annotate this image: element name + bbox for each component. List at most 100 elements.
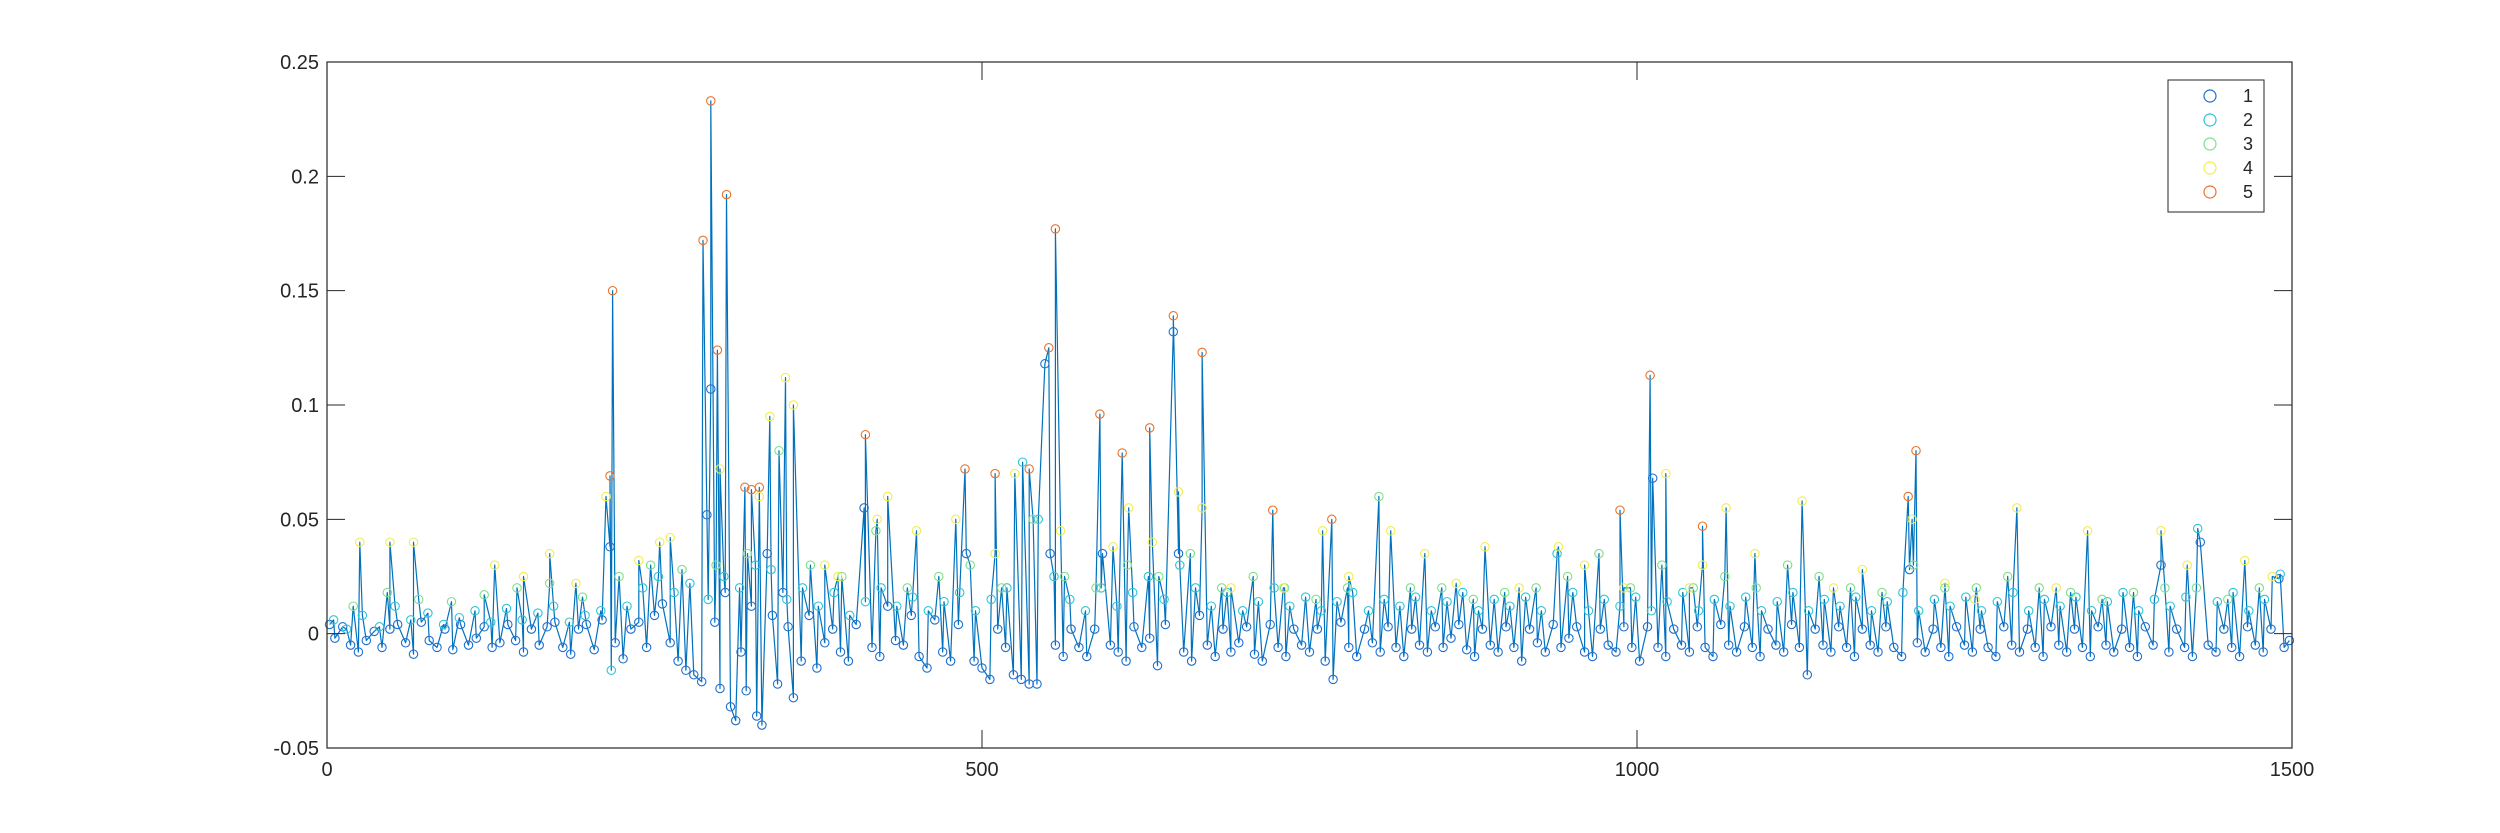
point-series-2 bbox=[1285, 601, 1295, 611]
point-series-1 bbox=[1144, 633, 1155, 643]
point-series-1 bbox=[597, 615, 607, 625]
point-series-1 bbox=[1881, 622, 1891, 632]
point-series-1 bbox=[796, 656, 806, 666]
point-series-3 bbox=[1028, 514, 1038, 525]
point-series-5 bbox=[960, 464, 970, 474]
point-series-1 bbox=[2274, 574, 2284, 584]
point-series-4 bbox=[1857, 564, 1868, 575]
point-series-2 bbox=[501, 603, 512, 614]
point-series-1 bbox=[969, 656, 979, 666]
point-series-1 bbox=[859, 503, 869, 513]
point-series-2 bbox=[1992, 596, 2003, 607]
point-series-2 bbox=[2133, 606, 2144, 616]
point-series-2 bbox=[1206, 601, 1217, 611]
point-series-4 bbox=[820, 560, 830, 570]
point-series-1 bbox=[534, 640, 544, 650]
point-series-4 bbox=[1123, 503, 1134, 513]
legend-marker bbox=[2203, 89, 2217, 103]
point-series-4 bbox=[990, 548, 1000, 559]
point-series-3 bbox=[348, 601, 358, 611]
point-series-4 bbox=[882, 491, 893, 502]
point-series-1 bbox=[487, 642, 497, 653]
point-series-2 bbox=[1096, 583, 1106, 593]
point-series-2 bbox=[1615, 601, 1625, 611]
point-series-1 bbox=[2061, 647, 2072, 657]
point-series-1 bbox=[1000, 642, 1011, 653]
point-series-4 bbox=[355, 537, 365, 547]
point-series-1 bbox=[408, 649, 419, 659]
point-series-1 bbox=[1152, 660, 1163, 671]
point-series-2 bbox=[1819, 594, 1830, 605]
point-series-1 bbox=[1564, 633, 1574, 643]
point-series-2 bbox=[1599, 594, 1610, 605]
point-series-4 bbox=[665, 532, 675, 543]
series-4-markers bbox=[355, 372, 2278, 605]
point-series-1 bbox=[1642, 622, 1653, 632]
x-tick-label: 1000 bbox=[1615, 759, 1660, 781]
point-series-1 bbox=[2148, 640, 2158, 650]
point-series-2 bbox=[1662, 596, 1672, 607]
point-series-5 bbox=[1615, 505, 1625, 515]
point-series-4 bbox=[1147, 537, 1158, 547]
point-series-3 bbox=[1342, 583, 1353, 593]
point-series-1 bbox=[610, 638, 620, 648]
point-series-1 bbox=[1653, 642, 1663, 653]
point-series-3 bbox=[1059, 571, 1070, 582]
point-series-1 bbox=[696, 676, 707, 687]
point-series-4 bbox=[1661, 468, 1671, 479]
point-series-5 bbox=[754, 482, 765, 493]
point-series-1 bbox=[1841, 642, 1852, 653]
point-series-1 bbox=[906, 610, 917, 621]
point-series-2 bbox=[939, 596, 949, 607]
point-series-1 bbox=[503, 619, 513, 630]
point-series-2 bbox=[2008, 587, 2018, 598]
legend-label: 1 bbox=[2243, 86, 2253, 106]
point-series-4 bbox=[1055, 526, 1066, 536]
point-series-1 bbox=[2085, 651, 2096, 662]
x-tick-label: 1500 bbox=[2270, 759, 2315, 781]
point-series-2 bbox=[1520, 592, 1531, 602]
point-series-1 bbox=[1975, 624, 1985, 634]
point-series-3 bbox=[645, 560, 656, 570]
point-series-1 bbox=[565, 649, 576, 659]
point-series-1 bbox=[820, 638, 830, 648]
point-series-3 bbox=[1091, 583, 1101, 593]
legend: 1 2 3 4 5 bbox=[2167, 79, 2265, 213]
point-series-1 bbox=[1281, 651, 1291, 662]
point-series-1 bbox=[2046, 622, 2056, 632]
y-tick-label: 0.25 bbox=[280, 52, 319, 74]
point-series-2 bbox=[622, 601, 632, 611]
point-series-2 bbox=[2086, 606, 2097, 616]
point-series-2 bbox=[669, 587, 679, 598]
point-series-1 bbox=[1571, 622, 1582, 632]
point-series-3 bbox=[742, 548, 753, 559]
point-series-1 bbox=[2022, 624, 2033, 634]
point-series-5 bbox=[1197, 347, 1207, 358]
point-series-1 bbox=[1241, 622, 1252, 632]
point-series-3 bbox=[2191, 583, 2202, 593]
point-series-3 bbox=[1845, 583, 1856, 593]
point-series-1 bbox=[1810, 624, 1820, 634]
point-series-1 bbox=[2203, 640, 2213, 650]
y-tick-label: 0.05 bbox=[280, 509, 319, 531]
point-series-2 bbox=[2192, 523, 2203, 534]
point-series-1 bbox=[689, 670, 699, 680]
y-tick-label: 0.1 bbox=[291, 395, 319, 417]
point-series-3 bbox=[1751, 583, 1761, 593]
point-series-3 bbox=[1908, 560, 1919, 570]
point-series-1 bbox=[1501, 622, 1511, 632]
point-series-1 bbox=[1873, 647, 1883, 657]
point-series-5 bbox=[990, 468, 1000, 479]
point-series-1 bbox=[1375, 647, 1385, 657]
point-series-2 bbox=[1976, 606, 1987, 616]
point-series-2 bbox=[1159, 594, 1169, 605]
point-series-4 bbox=[2182, 560, 2192, 570]
point-series-1 bbox=[945, 656, 956, 666]
point-series-1 bbox=[1936, 642, 1946, 653]
point-series-1 bbox=[1168, 327, 1179, 337]
point-series-2 bbox=[954, 587, 965, 598]
y-tick-label: 0.2 bbox=[291, 166, 319, 188]
point-series-4 bbox=[1697, 560, 1708, 570]
point-series-1 bbox=[1066, 624, 1076, 634]
series-3-markers bbox=[348, 445, 2265, 611]
